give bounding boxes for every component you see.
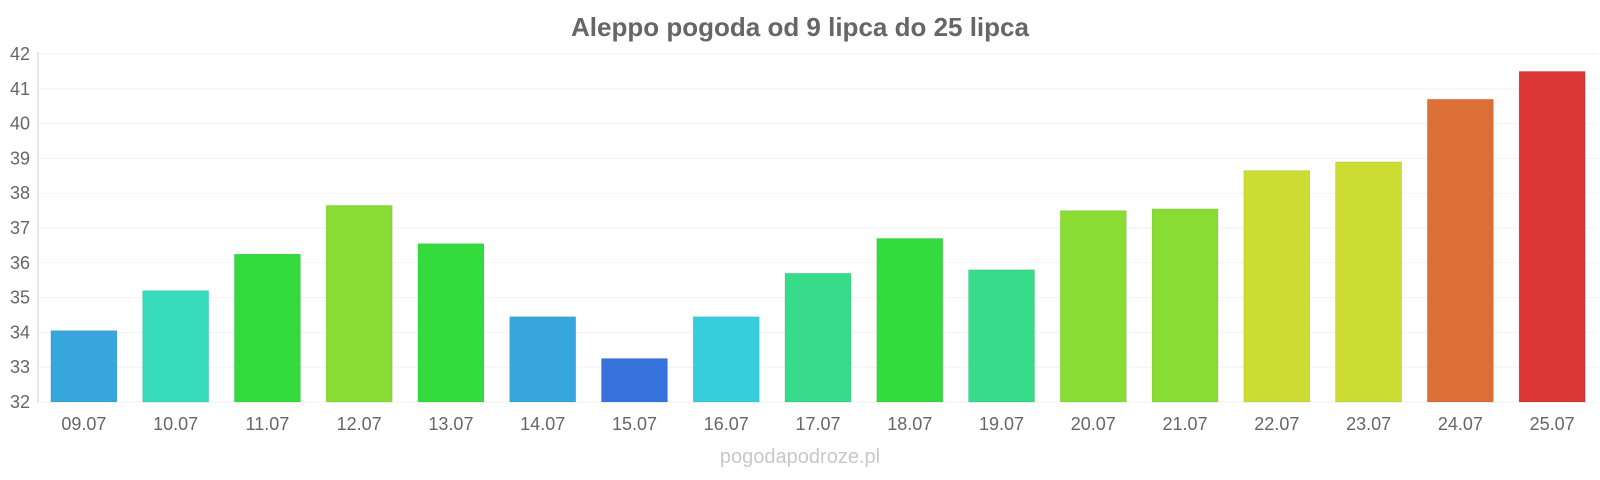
y-tick-label: 34 (10, 322, 30, 342)
x-tick-label: 17.07 (795, 414, 840, 434)
bar-10.07 (142, 290, 210, 403)
x-tick-label: 09.07 (61, 414, 106, 434)
bar-14.07 (509, 316, 577, 403)
bar-12.07 (325, 204, 393, 403)
bar-09.07 (50, 330, 118, 403)
x-tick-label: 18.07 (887, 414, 932, 434)
bar-22.07 (1243, 170, 1311, 403)
bar-11.07 (233, 253, 301, 403)
bar-18.07 (876, 237, 944, 403)
x-tick-label: 24.07 (1438, 414, 1483, 434)
x-tick-label: 16.07 (704, 414, 749, 434)
x-tick-label: 10.07 (153, 414, 198, 434)
y-tick-label: 42 (10, 44, 30, 64)
chart-title: Aleppo pogoda od 9 lipca do 25 lipca (571, 12, 1029, 42)
x-tick-label: 21.07 (1163, 414, 1208, 434)
bar-23.07 (1335, 161, 1403, 403)
x-tick-label: 22.07 (1254, 414, 1299, 434)
x-tick-label: 15.07 (612, 414, 657, 434)
bars (50, 70, 1586, 403)
x-axis-ticks: 09.07 10.07 11.07 12.07 13.07 14.07 15.07 16.07… (61, 414, 1574, 434)
bar-20.07 (1059, 210, 1127, 403)
y-tick-label: 37 (10, 218, 30, 238)
watermark: pogodapodroze.pl (720, 446, 880, 468)
bar-13.07 (417, 243, 485, 403)
y-tick-label: 41 (10, 79, 30, 99)
y-tick-label: 39 (10, 148, 30, 168)
y-tick-label: 33 (10, 357, 30, 377)
x-tick-label: 13.07 (428, 414, 473, 434)
bar-25.07 (1518, 70, 1586, 403)
bar-15.07 (600, 358, 669, 403)
x-tick-label: 19.07 (979, 414, 1024, 434)
x-tick-label: 20.07 (1071, 414, 1116, 434)
bar-19.07 (967, 269, 1036, 403)
bar-17.07 (784, 272, 852, 403)
x-tick-label: 23.07 (1346, 414, 1391, 434)
x-tick-label: 25.07 (1530, 414, 1575, 434)
bar-21.07 (1151, 208, 1219, 403)
bar-24.07 (1426, 98, 1494, 403)
y-tick-label: 38 (10, 183, 30, 203)
x-tick-label: 11.07 (246, 414, 290, 434)
y-tick-label: 40 (10, 114, 30, 134)
y-axis-ticks: 32 33 34 35 36 37 38 39 40 41 42 (10, 44, 30, 412)
y-tick-label: 32 (10, 392, 30, 412)
x-tick-label: 12.07 (337, 414, 382, 434)
y-tick-label: 36 (10, 253, 30, 273)
x-tick-label: 14.07 (520, 414, 565, 434)
bar-16.07 (692, 316, 760, 403)
y-tick-label: 35 (10, 288, 30, 308)
